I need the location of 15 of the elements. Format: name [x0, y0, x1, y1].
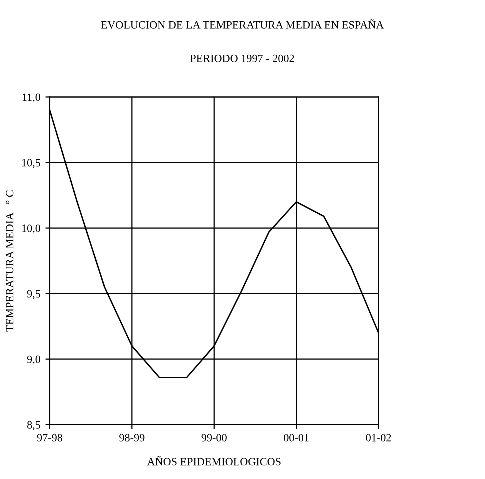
- y-tick-label: 10,0: [22, 224, 41, 234]
- y-tick-label: 8,5: [27, 421, 40, 430]
- x-tick-label: 99-00: [202, 434, 227, 442]
- y-tick-label: 9,5: [27, 290, 40, 300]
- x-tick-label: 00-01: [284, 434, 309, 442]
- y-axis-title: TEMPERATURA MEDIA ° C: [6, 190, 14, 332]
- chart-title: EVOLUCION DE LA TEMPERATURA MEDIA EN ESPAÑA: [101, 19, 384, 29]
- x-axis-title: AÑOS EPIDEMIOLOGICOS: [147, 456, 281, 466]
- y-tick-label: 11,0: [22, 94, 41, 103]
- x-tick-label: 97-98: [37, 434, 62, 442]
- chart-subtitle: PERIODO 1997 - 2002: [190, 54, 294, 62]
- x-tick-label: 01-02: [366, 434, 392, 442]
- x-tick-label: 98-99: [120, 434, 145, 442]
- y-tick-label: 9,0: [27, 356, 41, 365]
- y-tick-label: 10,5: [22, 159, 40, 168]
